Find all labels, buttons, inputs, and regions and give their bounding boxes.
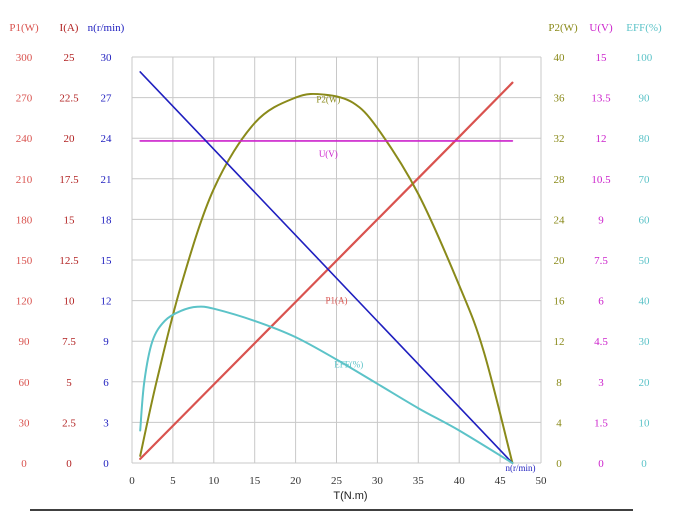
series-label-p1: P1(A): [326, 295, 348, 305]
tick-label-p2: 0: [556, 458, 562, 470]
tick-label-p1: 30: [19, 417, 31, 429]
tick-label-n: 24: [101, 133, 113, 145]
tick-label-p2: 20: [554, 255, 566, 267]
tick-label-p2: 24: [554, 214, 566, 226]
x-tick-label: 50: [536, 475, 548, 487]
x-tick-label: 35: [413, 475, 425, 487]
tick-label-eff: 30: [639, 336, 651, 348]
x-tick-label: 45: [495, 475, 507, 487]
tick-label-i: 12.5: [59, 255, 79, 267]
x-tick-label: 25: [331, 475, 343, 487]
tick-label-n: 27: [101, 93, 113, 105]
tick-label-u: 7.5: [594, 255, 608, 267]
series-line-p1: [139, 81, 514, 460]
tick-label-n: 6: [103, 377, 109, 389]
series-line-p2: [139, 92, 514, 464]
series-label-u: U(V): [319, 149, 338, 159]
tick-label-eff: 80: [639, 133, 651, 145]
tick-label-i: 22.5: [59, 93, 79, 105]
tick-label-u: 15: [596, 52, 608, 64]
tick-label-n: 21: [101, 174, 112, 186]
tick-label-p2: 28: [554, 174, 566, 186]
series-line-eff: [139, 305, 514, 464]
tick-label-n: 18: [101, 214, 113, 226]
series-label-n: n(r/min): [506, 463, 536, 473]
tick-label-p2: 36: [554, 93, 566, 105]
tick-label-u: 12: [596, 133, 607, 145]
x-tick-label: 10: [208, 475, 220, 487]
tick-label-p2: 12: [554, 336, 565, 348]
axis-header-n: n(r/min): [88, 22, 125, 34]
tick-label-eff: 70: [639, 174, 651, 186]
tick-label-u: 10.5: [591, 174, 611, 186]
tick-label-n: 12: [101, 296, 112, 308]
tick-label-i: 15: [64, 214, 76, 226]
tick-label-p2: 16: [554, 296, 566, 308]
tick-label-i: 7.5: [62, 336, 76, 348]
tick-label-u: 4.5: [594, 336, 608, 348]
x-tick-label: 15: [249, 475, 261, 487]
x-tick-label: 0: [129, 475, 135, 487]
series-label-eff: EFF(%): [334, 360, 363, 370]
tick-label-p1: 90: [19, 336, 31, 348]
tick-label-i: 5: [66, 377, 72, 389]
tick-label-p1: 210: [16, 174, 33, 186]
tick-label-u: 1.5: [594, 417, 608, 429]
tick-label-n: 0: [103, 458, 109, 470]
tick-label-i: 17.5: [59, 174, 79, 186]
tick-label-i: 2.5: [62, 417, 76, 429]
tick-label-n: 9: [103, 336, 109, 348]
tick-label-p2: 8: [556, 377, 562, 389]
tick-label-p2: 32: [554, 133, 565, 145]
tick-label-eff: 100: [636, 52, 653, 64]
axis-header-p2: P2(W): [548, 22, 578, 34]
tick-label-n: 3: [103, 417, 109, 429]
x-axis-title: T(N.m): [333, 490, 367, 502]
tick-label-eff: 20: [639, 377, 651, 389]
tick-label-i: 0: [66, 458, 72, 470]
tick-label-p1: 180: [16, 214, 33, 226]
tick-label-p1: 300: [16, 52, 33, 64]
tick-label-u: 3: [598, 377, 604, 389]
tick-label-p1: 270: [16, 93, 33, 105]
tick-label-p1: 150: [16, 255, 33, 267]
tick-label-eff: 0: [641, 458, 647, 470]
tick-label-p1: 120: [16, 296, 33, 308]
x-tick-label: 30: [372, 475, 384, 487]
tick-label-p2: 40: [554, 52, 566, 64]
series-label-p2: P2(W): [316, 95, 340, 105]
axis-header-u: U(V): [589, 22, 613, 34]
tick-label-u: 6: [598, 296, 604, 308]
tick-label-eff: 10: [639, 417, 651, 429]
tick-label-i: 20: [64, 133, 76, 145]
axis-header-i: I(A): [60, 22, 79, 34]
tick-label-p1: 0: [21, 458, 27, 470]
tick-label-p1: 240: [16, 133, 33, 145]
tick-label-eff: 50: [639, 255, 651, 267]
x-tick-label: 5: [170, 475, 176, 487]
tick-label-i: 25: [64, 52, 76, 64]
series-line-n: [139, 71, 514, 464]
tick-label-n: 30: [101, 52, 113, 64]
x-tick-label: 40: [454, 475, 466, 487]
axis-header-p1: P1(W): [9, 22, 39, 34]
tick-label-eff: 90: [639, 93, 651, 105]
x-tick-label: 20: [290, 475, 302, 487]
tick-label-n: 15: [101, 255, 113, 267]
axis-header-eff: EFF(%): [626, 22, 662, 34]
tick-label-eff: 60: [639, 214, 651, 226]
tick-label-u: 9: [598, 214, 604, 226]
tick-label-p1: 60: [19, 377, 31, 389]
tick-label-u: 13.5: [591, 93, 611, 105]
tick-label-eff: 40: [639, 296, 651, 308]
tick-label-p2: 4: [556, 417, 562, 429]
tick-label-i: 10: [64, 296, 76, 308]
tick-label-u: 0: [598, 458, 604, 470]
